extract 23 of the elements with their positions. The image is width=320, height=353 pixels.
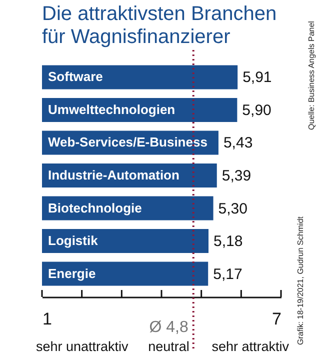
data-label: 5,18	[214, 233, 243, 250]
text: neutral	[148, 339, 190, 353]
text: Grafik: 18-19/2021, Gudrun Schmidt	[296, 216, 305, 345]
y-tick-label: Industrie-Automation	[48, 168, 180, 182]
y-tick-label: Logistik	[48, 233, 99, 248]
text: sehr unattraktiv	[36, 339, 129, 353]
x-tick-label: 7	[272, 310, 282, 328]
chart-title: Die attraktivsten Branchen für Wagnisfinanzierer	[42, 3, 277, 48]
y-tick-label: Umwelttechnologien	[48, 102, 176, 117]
data-label: 5,43	[223, 134, 253, 152]
data-label: 5,39	[222, 168, 252, 184]
source-note: Quelle: Business Angels Panel	[307, 20, 316, 130]
data-label: 5,17	[213, 266, 242, 283]
y-tick-label: Biotechnologie	[48, 200, 142, 216]
text: sehr attraktiv	[212, 339, 290, 353]
x-tick-label: 1	[42, 310, 52, 328]
y-tick-label: Web-Services/E-Business	[48, 134, 208, 150]
y-tick-label: Software	[48, 69, 103, 84]
y-tick-label: Energie	[48, 266, 96, 281]
data-label: 5,90	[242, 102, 272, 119]
data-label: 5,91	[242, 69, 272, 86]
data-label: 5,30	[218, 200, 248, 218]
ref-line-label: Ø 4,8	[149, 319, 188, 336]
